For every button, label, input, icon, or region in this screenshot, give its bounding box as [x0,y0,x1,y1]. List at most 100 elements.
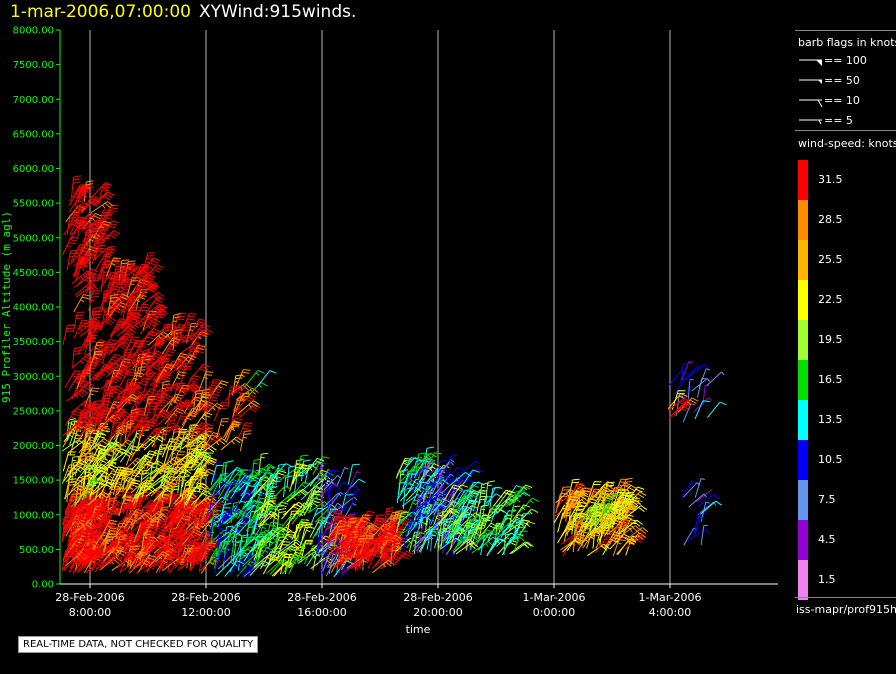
wind-barb [224,421,241,441]
wind-barb [438,508,459,525]
wind-barb [691,378,711,392]
wind-barb [707,401,727,419]
wind-barb [234,469,251,488]
wind-barb [163,535,186,550]
wind-barb [67,524,80,546]
wind-barb [210,474,230,492]
y-tick-label: 1000.00 [13,510,54,521]
wind-barb [74,485,86,507]
wind-barb [501,510,516,530]
wind-barb [97,184,111,205]
wind-barb [76,185,95,204]
wind-barb [69,216,87,236]
wind-barb [119,552,136,572]
wind-barb [327,546,340,567]
wind-barb [451,507,462,530]
wind-barb [230,478,252,494]
wind-barb [150,482,173,497]
wind-barb [72,354,94,369]
wind-barb [338,516,351,538]
y-tick-label: 5500.00 [13,199,54,210]
wind-barb [206,379,221,400]
wind-barb [77,320,100,335]
wind-barb [91,507,109,527]
wind-barb [115,414,137,429]
wind-barb [333,525,346,547]
wind-barb [66,480,77,503]
wind-barb [66,468,78,490]
wind-barb [110,450,133,464]
wind-barb [375,528,397,545]
wind-barb [680,362,691,384]
wind-barb [452,505,470,525]
colorbar-swatch [798,440,808,480]
wind-barb [194,386,217,402]
wind-barb [92,363,112,381]
wind-barb [696,488,713,503]
wind-barb [80,416,98,436]
wind-barb [110,277,131,293]
wind-barb [170,352,188,372]
wind-barb [124,420,135,442]
wind-barb [276,508,287,530]
wind-barb [84,351,105,368]
wind-barb [359,534,375,555]
y-tick-label: 500.00 [19,545,54,556]
wind-barb [92,531,111,550]
wind-barb [174,505,197,520]
wind-barb [142,427,163,445]
wind-barb [683,527,698,546]
wind-barb [700,524,708,546]
wind-barb [216,509,237,526]
wind-barb [417,533,422,554]
wind-barb [353,538,377,551]
wind-barb [94,410,105,433]
wind-barb [90,201,114,214]
wind-barb [74,455,87,477]
wind-barb [566,483,585,502]
wind-barb [167,527,178,550]
wind-barb [278,545,298,563]
wind-barb [103,204,119,224]
wind-barb [119,549,139,567]
wind-barb [209,380,229,398]
colorbar-swatch [798,280,808,320]
wind-barb [81,453,100,471]
wind-barb [224,460,234,483]
wind-barb [84,335,97,356]
wind-barb [122,496,143,513]
wind-barb [396,483,415,501]
flag-legend-label: == 100 [824,54,867,67]
wind-barb [76,403,94,422]
wind-barb [195,394,211,413]
wind-barb [178,457,196,476]
wind-barb [91,181,113,198]
wind-barb [416,497,439,511]
wind-barb [193,495,217,509]
wind-barb [694,478,705,498]
wind-barb [121,348,133,370]
wind-barb [193,501,209,522]
wind-barb [95,223,111,243]
x-tick-label: 28-Feb-2006 [171,591,240,604]
wind-barb [122,479,141,498]
wind-barb [340,534,356,554]
wind-barb [449,471,472,486]
wind-barb [142,361,164,377]
wind-barb [225,423,241,443]
wind-barb [101,307,113,329]
wind-barb [449,484,469,502]
wind-barb [143,303,166,318]
wind-barb [489,486,500,509]
wind-barb [237,400,260,415]
wind-barb [452,534,472,553]
wind-barb [345,529,358,551]
wind-barb [109,466,126,486]
wind-barb [159,456,181,472]
wind-barb [150,464,170,481]
wind-barb [126,277,140,298]
wind-barb [154,490,165,512]
y-axis-label: 915 Profiler Altitude (m agl) [0,211,13,403]
wind-barb [413,481,429,502]
y-tick-label: 2500.00 [13,406,54,417]
